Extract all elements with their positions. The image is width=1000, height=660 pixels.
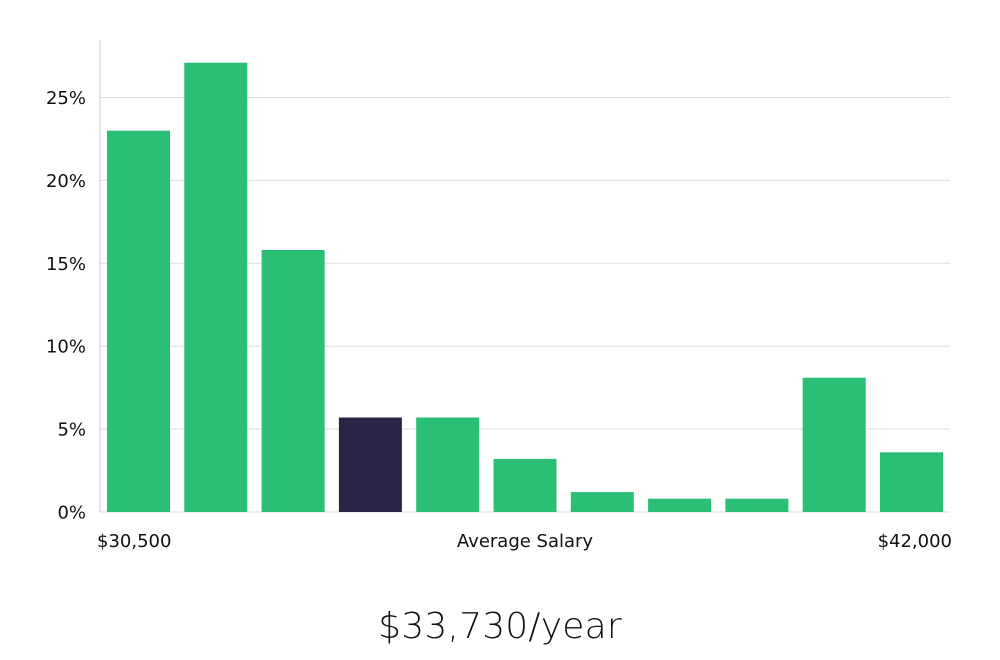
- y-tick-label: 25%: [46, 88, 86, 109]
- x-min-label: $30,500: [97, 531, 171, 552]
- bars: [107, 62, 943, 512]
- bar: [570, 492, 634, 512]
- bar: [107, 130, 170, 512]
- bar-highlighted: [338, 417, 402, 512]
- x-axis-title: Average Salary: [457, 531, 594, 552]
- salary-histogram: 0% 5% 10% 15% 20% 25% $30,500 Average Salary …: [46, 40, 952, 552]
- y-tick-label: 10%: [46, 337, 86, 358]
- bar: [725, 498, 789, 512]
- x-axis-labels: $30,500 Average Salary $42,000: [97, 531, 952, 552]
- bar: [493, 458, 557, 512]
- bar: [880, 452, 943, 512]
- y-tick-label: 0%: [57, 503, 86, 524]
- bar: [184, 62, 248, 512]
- y-tick-label: 15%: [46, 254, 86, 275]
- y-tick-labels: 0% 5% 10% 15% 20% 25%: [46, 88, 86, 524]
- y-tick-label: 20%: [46, 171, 86, 192]
- bar: [648, 498, 712, 512]
- bar: [261, 250, 325, 512]
- average-salary-value: $33,730/year: [378, 606, 622, 647]
- bar: [416, 417, 480, 512]
- bar: [802, 377, 866, 512]
- y-tick-label: 5%: [57, 420, 86, 441]
- x-max-label: $42,000: [878, 531, 952, 552]
